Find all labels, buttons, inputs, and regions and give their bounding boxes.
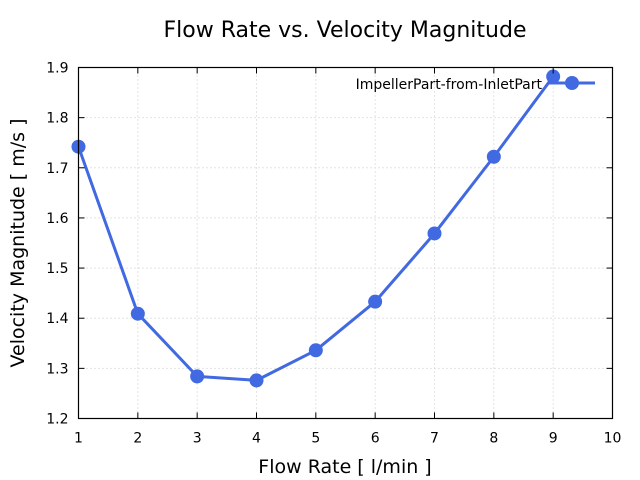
chart-title: Flow Rate vs. Velocity Magnitude xyxy=(164,18,527,43)
x-tick-label: 2 xyxy=(133,431,142,447)
y-tick-label: 1.4 xyxy=(46,311,68,327)
x-tick-label: 4 xyxy=(252,431,261,447)
y-tick-label: 1.6 xyxy=(46,211,68,227)
data-point xyxy=(190,369,205,384)
x-tick-label: 9 xyxy=(549,431,558,447)
grid xyxy=(78,67,613,419)
data-point xyxy=(308,343,323,358)
legend-marker-sample xyxy=(565,76,579,90)
y-tick-label: 1.9 xyxy=(46,61,68,77)
x-tick-label: 5 xyxy=(311,431,320,447)
legend: ImpellerPart-from-InletPart xyxy=(356,76,595,93)
y-tick-label: 1.7 xyxy=(46,161,68,177)
data-point xyxy=(427,226,442,241)
data-point xyxy=(546,69,561,84)
series-layer xyxy=(71,69,561,388)
y-tick-label: 1.8 xyxy=(46,111,68,127)
y-axis-label: Velocity Magnitude [ m/s ] xyxy=(7,119,29,368)
x-axis-label: Flow Rate [ l/min ] xyxy=(258,456,431,478)
legend-label: ImpellerPart-from-InletPart xyxy=(356,77,543,93)
x-tick-label: 3 xyxy=(193,431,202,447)
x-tick-label: 1 xyxy=(74,431,83,447)
plot-frame xyxy=(77,66,614,420)
y-tick-label: 1.5 xyxy=(46,261,68,277)
x-tick-label: 6 xyxy=(371,431,380,447)
y-tick-label: 1.3 xyxy=(46,361,68,377)
axis-ticks: 1 2 3 4 5 6 7 8 9 10 1.2 1.3 1.4 1.5 1.6 1.7 1.8 1.9 xyxy=(46,61,621,447)
data-point xyxy=(130,306,145,321)
data-point xyxy=(486,149,501,164)
x-tick-label: 10 xyxy=(604,431,622,447)
data-point xyxy=(249,373,264,388)
y-tick-label: 1.2 xyxy=(46,412,68,428)
x-tick-label: 7 xyxy=(430,431,439,447)
data-point xyxy=(368,294,383,309)
x-tick-label: 8 xyxy=(489,431,498,447)
